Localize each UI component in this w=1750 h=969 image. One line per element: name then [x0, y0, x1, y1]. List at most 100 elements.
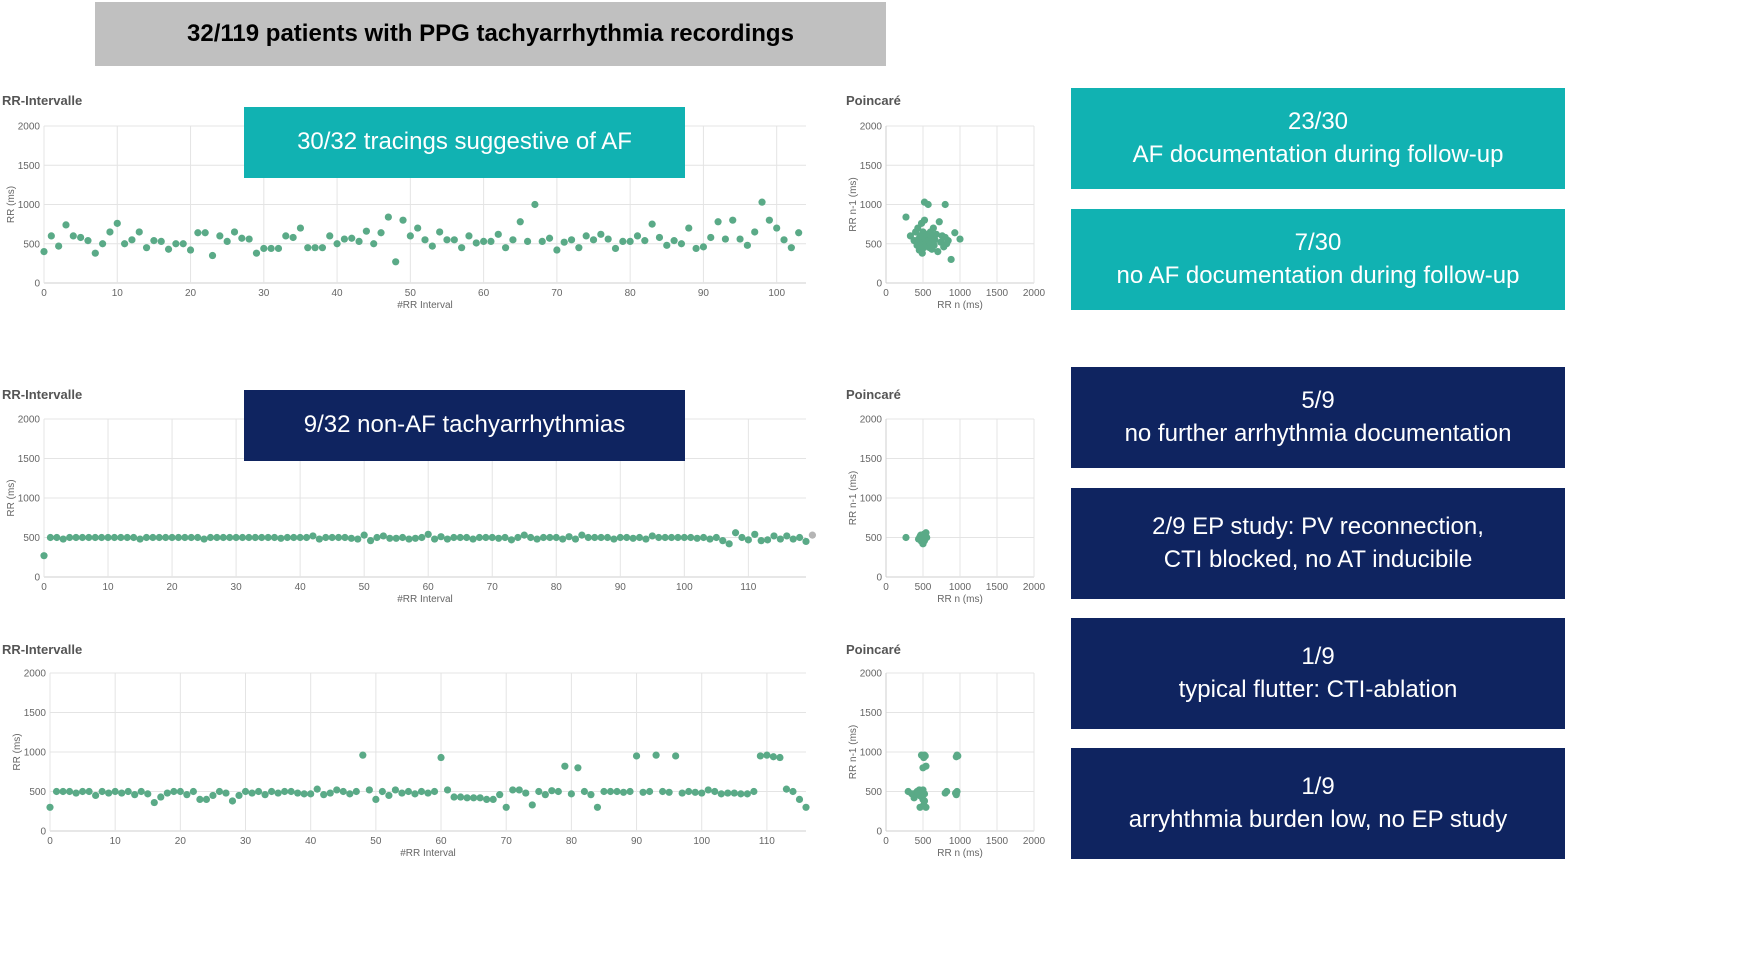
poincare-point [920, 198, 929, 206]
rr-point [40, 552, 48, 560]
x-tick-label: 70 [501, 836, 513, 847]
rr-point [480, 237, 488, 245]
rr-point [69, 232, 77, 240]
y-tick-label: 1500 [860, 454, 883, 465]
poincare-point [920, 531, 929, 539]
rr-point [362, 227, 370, 235]
rr-point [99, 240, 107, 248]
poincare-point [935, 218, 943, 226]
rr-point [655, 533, 663, 542]
rr-point [619, 237, 627, 245]
rr-point [539, 533, 548, 542]
rr-point [106, 228, 114, 236]
rr-point [144, 790, 152, 798]
x-axis-label: #RR Interval [400, 848, 456, 859]
rr-point [406, 232, 414, 240]
x-tick-label: 60 [478, 288, 490, 299]
rr-point [584, 533, 592, 542]
rr-point [476, 794, 484, 802]
rr-point [641, 237, 649, 245]
rr-point [795, 795, 804, 804]
poincare-point [956, 235, 964, 243]
y-tick-label: 500 [23, 533, 40, 544]
rr-point [789, 787, 797, 796]
rr-point [311, 244, 319, 252]
rr-point [655, 233, 664, 242]
rr-point [580, 787, 589, 796]
rr-point [123, 533, 131, 542]
rr-point [373, 533, 381, 542]
rr-point [475, 533, 484, 542]
rr-point [693, 534, 701, 542]
rr-point [85, 787, 93, 796]
rr-point [235, 791, 243, 800]
rr-point [582, 232, 590, 240]
header-title: 32/119 patients with PPG tachyarrhythmia… [95, 2, 886, 66]
rr-point [283, 533, 291, 542]
rr-point [142, 244, 151, 252]
y-tick-label: 0 [876, 279, 882, 290]
rr-point [135, 228, 143, 236]
result-count: 5/9 [1301, 387, 1335, 415]
rr-point [290, 533, 298, 542]
poincare-point [902, 213, 910, 221]
result-text: no AF documentation during follow-up [1116, 261, 1520, 289]
rr-point [661, 533, 669, 542]
rr-point [678, 789, 686, 797]
y-tick-label: 1500 [860, 161, 883, 172]
rr-point [773, 224, 781, 232]
rr-point [456, 533, 464, 542]
rr-point [59, 787, 67, 796]
rr-point [251, 533, 259, 542]
rr-point [194, 533, 202, 542]
result-count: 23/30 [1287, 108, 1349, 136]
rr-point [721, 235, 730, 243]
rr-point [632, 752, 641, 760]
result-count: 7/30 [1294, 229, 1342, 257]
x-tick-label: 10 [110, 836, 122, 847]
rr-point [642, 535, 650, 543]
rr-point [341, 533, 349, 542]
rr-point [699, 243, 708, 251]
rr-point [277, 534, 285, 542]
poincare-point [953, 787, 961, 796]
y-tick-label: 1000 [860, 748, 883, 759]
rr-point [552, 533, 560, 542]
y-tick-label: 1000 [860, 200, 883, 211]
rr-point [691, 788, 699, 796]
x-tick-label: 2000 [1023, 836, 1046, 847]
rr-point [186, 246, 195, 254]
result-text: typical flutter: CTI-ablation [1178, 675, 1458, 703]
rr-point [706, 535, 714, 543]
rr-point [554, 787, 562, 796]
y-axis-label: RR (ms) [6, 479, 17, 516]
rr-point [635, 533, 644, 542]
poincare-point [952, 753, 960, 761]
x-tick-label: 40 [332, 288, 344, 299]
rr-point [428, 242, 436, 250]
y-tick-label: 1000 [860, 494, 883, 505]
rr-point [648, 220, 656, 228]
rr-point [587, 791, 595, 799]
rr-point [711, 787, 719, 796]
x-tick-label: 1000 [949, 582, 972, 593]
rr-point [98, 533, 106, 542]
rr-point [639, 788, 647, 796]
rr-point [417, 787, 426, 796]
rr-point [538, 237, 546, 245]
rr-point [546, 533, 554, 542]
rr-point [458, 244, 466, 252]
rr-point [142, 533, 151, 542]
x-axis-label: RR n (ms) [937, 300, 983, 311]
rr-point [783, 532, 791, 540]
rr-point [437, 533, 445, 541]
rr-point [465, 232, 473, 240]
x-tick-label: 110 [740, 582, 756, 593]
rr-point [66, 533, 74, 542]
rr-point [209, 791, 217, 800]
rr-point [600, 787, 608, 796]
rr-point [201, 229, 209, 237]
rr-point [616, 533, 624, 542]
rr-point [352, 787, 360, 796]
rr-point [707, 233, 715, 242]
